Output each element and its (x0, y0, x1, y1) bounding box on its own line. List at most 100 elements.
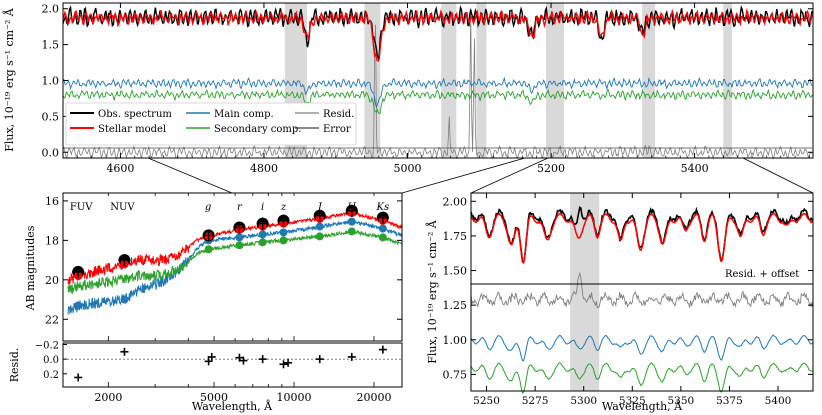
resid-x-ticks: 2000 5000 10000 20000 (94, 382, 391, 404)
zoom-y-tick-label: 1.50 (443, 265, 468, 278)
zoom-series-secondary (470, 362, 814, 394)
zoom-x-tick-label: 5375 (716, 395, 743, 407)
sed-main-point-H (347, 217, 356, 226)
sed-axes-frame (62, 192, 403, 342)
sed-main-point-Ks (378, 224, 387, 233)
sed-band-label-z: z (280, 202, 287, 213)
sed-residual-panel: −0.2 0.0 0.2 2000 5000 10000 20000 Resid. Wav… (8, 340, 403, 413)
sed-main-point-i (258, 230, 267, 239)
sed-main-point-z (279, 228, 288, 237)
sed-band-label-FUV: FUV (70, 202, 93, 213)
sed-secondary-point-r (235, 241, 244, 250)
resid-y-tick-label: 0.2 (43, 370, 59, 381)
connector-left (147, 157, 233, 194)
zoom-connectors (147, 157, 814, 194)
zoom-x-tick-label: 5350 (667, 395, 694, 407)
zoom-y-tick-label: 2.00 (443, 195, 468, 208)
sed-secondary-point-H (347, 227, 356, 236)
sed-x-tick-label: 5000 (200, 391, 228, 404)
sed-secondary-point-i (258, 238, 267, 247)
sed-main-point-J (315, 222, 324, 231)
zoom-series-model (470, 212, 814, 265)
zoom-y-tick-label: 1.00 (443, 334, 468, 347)
legend-label-resid: Resid. (323, 109, 354, 120)
zoom-x-ticks: 5250 5275 5300 5325 5350 5375 5400 (473, 193, 791, 407)
legend-label-main: Main comp. (214, 109, 274, 120)
top-y-tick-label: 1.5 (42, 39, 60, 52)
top-x-ticks: 4600 4800 5000 5200 5400 (77, 3, 810, 175)
masked-region-2 (441, 3, 457, 158)
zoom-x-tick-label: 5250 (473, 395, 500, 407)
sed-main-point-r (235, 233, 244, 242)
masked-region-4 (546, 3, 564, 158)
sed-secondary-point-z (279, 236, 288, 245)
sed-main-point-FUV (74, 301, 83, 310)
sed-y-tick-label: 16 (45, 195, 59, 208)
sed-residual-points (63, 345, 402, 382)
sed-y-tick-label: 22 (45, 313, 59, 326)
legend-label-model: Stellar model (98, 124, 166, 135)
sed-y-ticks: 16 18 20 22 (45, 195, 402, 326)
top-spectrum-panel: 4600 4800 5000 5200 5400 0.0 0.5 1.0 1.5 2.0 Flu… (2, 2, 814, 175)
zoom-y-tick-label: 1.25 (443, 299, 468, 312)
resid-y-ticks: −0.2 0.0 0.2 (35, 340, 67, 381)
masked-region-3 (476, 3, 487, 158)
legend-label-secondary: Secondary comp. (214, 124, 302, 135)
sed-band-label-Ks: Ks (376, 202, 390, 213)
sed-secondary-point-Ks (378, 233, 387, 242)
top-y-tick-label: 0.5 (42, 110, 60, 123)
sed-band-label-NUV: NUV (110, 202, 135, 213)
legend-box (65, 102, 357, 146)
sed-x-tick-label: 10000 (277, 391, 312, 404)
sed-photometry-points (72, 204, 389, 310)
zoom-series-resid (470, 271, 814, 309)
zoom-annotation: Resid. + offset (725, 269, 799, 280)
zoom-x-tick-label: 5325 (619, 395, 646, 407)
sed-x-tick-label: 2000 (94, 391, 122, 404)
zoom-x-label: Wavelength, Å (602, 399, 683, 413)
sed-x-minor-ticks (107, 193, 375, 341)
zoom-y-ticks: 0.75 1.00 1.25 1.50 1.75 2.00 (443, 195, 813, 381)
zoom-series-obs (470, 206, 814, 264)
top-y-tick-label: 2.0 (42, 3, 60, 16)
top-x-tick-label: 4600 (106, 162, 134, 175)
sed-main-point-NUV (120, 295, 129, 304)
connector-zoom-left (470, 157, 549, 194)
zoom-x-tick-label: 5275 (522, 395, 549, 407)
sed-y-label: AB magnitudes (24, 225, 37, 311)
zoom-spectrum-lines (470, 206, 814, 394)
top-y-label: Flux, 10⁻¹⁹ erg s⁻¹ cm⁻² Å (2, 7, 16, 152)
sed-x-label: Wavelength, Å (192, 399, 273, 413)
top-x-tick-label: 4800 (250, 162, 278, 175)
sed-curve-secondary-comp (67, 228, 403, 294)
top-x-tick-label: 5000 (393, 162, 421, 175)
top-series-secondary-comp- (62, 88, 813, 115)
sed-band-label-i: i (261, 202, 264, 213)
top-y-ticks: 0.0 0.5 1.0 1.5 2.0 (42, 3, 813, 159)
zoom-y-tick-label: 0.75 (443, 368, 468, 381)
resid-axes-frame (62, 342, 403, 388)
top-x-tick-label: 5400 (681, 162, 709, 175)
sed-curve-main-comp (67, 219, 403, 315)
sed-y-tick-label: 18 (45, 234, 59, 247)
legend-label-error: Error (323, 124, 351, 135)
sed-panel: FUV NUV g r i z J H Ks 16 18 20 22 AB magnitudes (24, 192, 403, 342)
zoom-x-tick-label: 5400 (765, 395, 792, 407)
sed-y-tick-label: 20 (45, 274, 59, 287)
zoom-y-tick-label: 1.75 (443, 230, 468, 243)
connector-mid (401, 157, 526, 194)
sed-band-labels: FUV NUV g r i z J H Ks (70, 202, 389, 213)
sed-secondary-point-J (315, 232, 324, 241)
sed-x-tick-label: 20000 (356, 391, 391, 404)
resid-y-tick-label: 0.0 (43, 355, 59, 366)
top-y-tick-label: 0.0 (42, 146, 60, 159)
resid-y-tick-label: −0.2 (35, 340, 59, 351)
masked-region-6 (723, 3, 732, 158)
sed-band-label-J: J (316, 202, 323, 213)
zoom-spectrum-panel: 5250 5275 5300 5325 5350 5375 5400 0.75 1.00 1.2… (425, 192, 814, 413)
sed-band-label-r: r (237, 202, 243, 213)
top-legend: Obs. spectrum Stellar model Main comp. S… (65, 102, 357, 146)
sed-band-label-H: H (346, 202, 356, 213)
resid-y-label: Resid. (8, 348, 21, 383)
